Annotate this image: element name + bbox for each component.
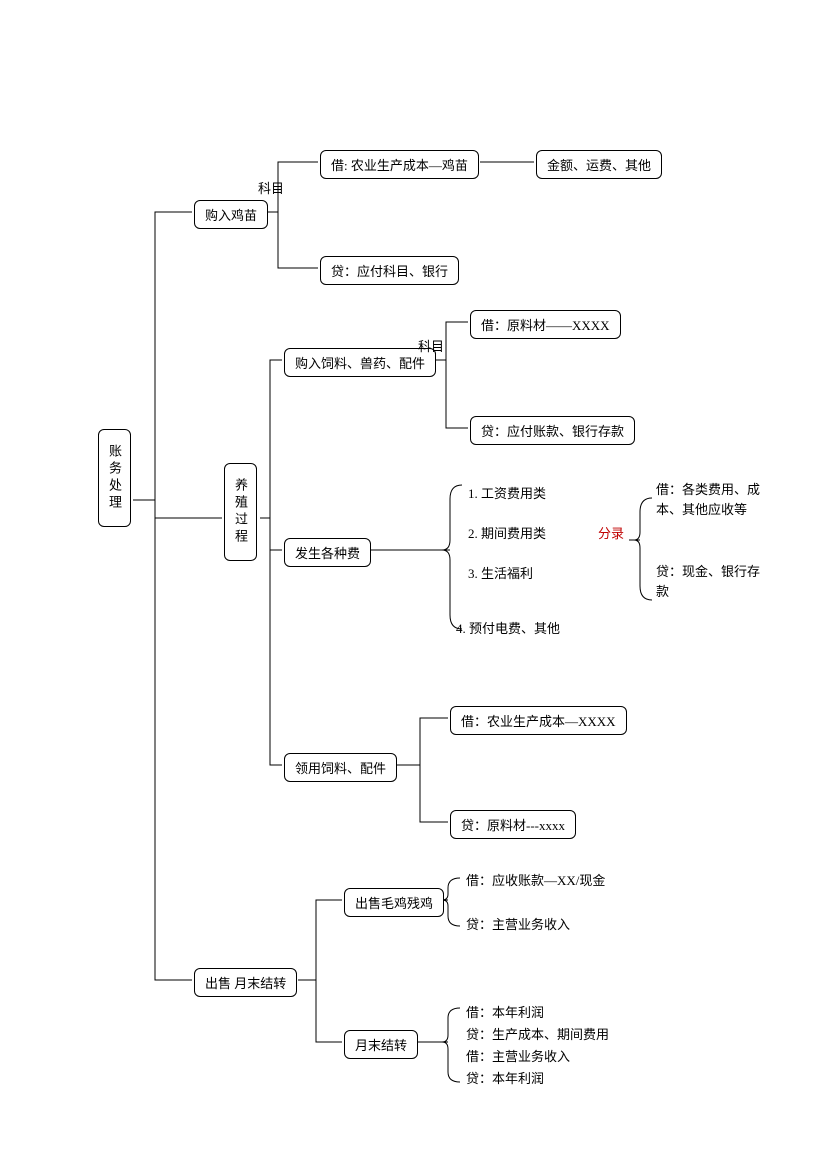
expenses-item: 1. 工资费用类: [468, 483, 546, 502]
close-line: 贷：本年利润: [466, 1068, 544, 1087]
edge-label: 科目: [418, 336, 444, 355]
buy-feed-credit-node: 贷：应付账款、银行存款: [470, 416, 635, 445]
root-node: 账务处理: [98, 429, 131, 527]
expenses-item: 4. 预付电费、其他: [456, 618, 560, 637]
buy-chick-debit-node: 借: 农业生产成本—鸡苗: [320, 150, 479, 179]
entry-debit: 借：各类费用、成本、其他应收等: [656, 480, 764, 519]
use-feed-node: 领用饲料、配件: [284, 753, 397, 782]
entry-credit: 贷：现金、银行存款: [656, 562, 764, 601]
close-line: 借：本年利润: [466, 1002, 544, 1021]
close-node: 月末结转: [344, 1030, 418, 1059]
buy-chick-detail-node: 金额、运费、其他: [536, 150, 662, 179]
use-feed-credit-node: 贷：原料材---xxxx: [450, 810, 576, 839]
close-line: 贷：生产成本、期间费用: [466, 1024, 609, 1043]
use-feed-debit-node: 借：农业生产成本—XXXX: [450, 706, 627, 735]
buy-feed-node: 购入饲料、兽药、配件: [284, 348, 436, 377]
expenses-node: 发生各种费: [284, 538, 371, 567]
edge-label: 科目: [258, 178, 284, 197]
breeding-node: 养殖过程: [224, 463, 257, 561]
buy-chick-node: 购入鸡苗: [194, 200, 268, 229]
expenses-item: 3. 生活福利: [468, 563, 533, 582]
sell-node: 出售毛鸡残鸡: [344, 888, 444, 917]
entry-label: 分录: [598, 523, 624, 542]
sell-debit: 借：应收账款—XX/现金: [466, 870, 605, 889]
buy-feed-debit-node: 借：原料材——XXXX: [470, 310, 621, 339]
sell-close-node: 出售 月末结转: [194, 968, 297, 997]
expenses-item: 2. 期间费用类: [468, 523, 546, 542]
close-line: 借：主营业务收入: [466, 1046, 570, 1065]
buy-chick-credit-node: 贷：应付科目、银行: [320, 256, 459, 285]
sell-credit: 贷：主营业务收入: [466, 914, 570, 933]
